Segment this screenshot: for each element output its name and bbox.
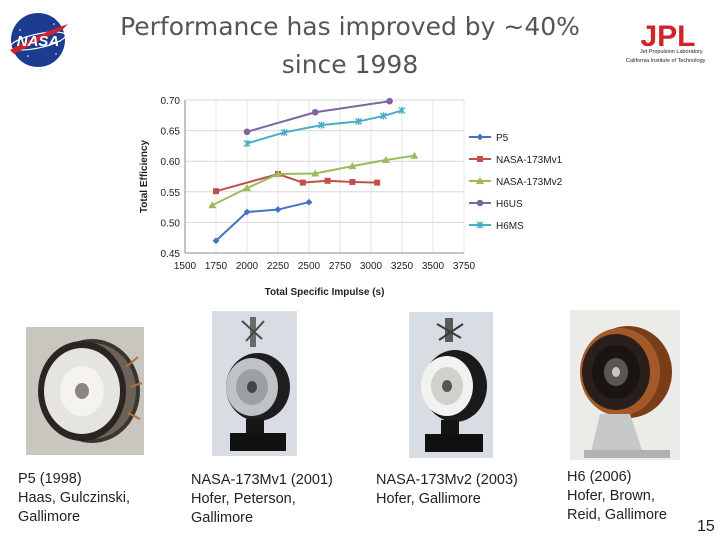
legend-label-0: P5 [496,133,509,144]
caption-mv1-line-1: NASA-173Mv1 (2001) [191,472,333,488]
data-point-4 [398,106,406,114]
data-point-0 [305,198,313,206]
data-point-2 [381,155,390,163]
data-point-1 [349,179,356,186]
nasa-wordmark: NASA [17,33,60,50]
caption-mv1-line-3: Gallimore [191,510,254,526]
x-tick-label: 2250 [267,261,290,272]
legend-label-3: H6US [496,199,523,210]
caption-h6-line-1: H6 (2006) [567,469,632,485]
data-point-2 [410,151,419,159]
caption-h6: H6 (2006) Hofer, Brown, Reid, Gallimore [567,468,667,525]
data-point-4 [355,117,363,125]
caption-p5: P5 (1998) Haas, Gulczinski, Gallimore [18,470,130,527]
caption-mv2-line-1: NASA-173Mv2 (2003) [376,472,518,488]
data-point-3 [243,128,251,136]
caption-p5-line-2: Haas, Gulczinski, [18,490,131,506]
efficiency-chart: 0.45 0.50 0.55 0.60 0.65 0.70 1500 1750 2000 2250… [139,96,563,298]
legend-label-4: H6MS [496,221,524,232]
y-tick-label: 0.70 [161,96,181,107]
caption-nasa-173mv1: NASA-173Mv1 (2001) Hofer, Peterson, Gall… [191,471,333,528]
data-point-0 [243,208,251,216]
x-tick-label: 2500 [298,261,321,272]
data-point-3 [311,108,319,116]
y-tick-label: 0.45 [161,249,181,260]
series-line-1 [215,173,378,193]
legend-marker-0 [476,133,484,141]
legend-marker-2 [476,177,484,184]
caption-nasa-173mv2: NASA-173Mv2 (2003) Hofer, Gallimore [376,471,518,509]
y-tick-label: 0.60 [161,157,181,168]
y-tick-label: 0.50 [161,218,181,229]
y-tick-label: 0.65 [161,127,181,138]
legend-marker-4 [476,221,484,229]
data-point-4 [243,139,251,147]
data-point-1 [374,179,381,186]
x-tick-label: 3750 [453,261,476,272]
legend-marker-3 [476,199,484,207]
nasa-logo: NASA [9,13,68,67]
data-point-4 [379,112,387,120]
jpl-logo: JPL [640,20,695,53]
caption-p5-line-3: Gallimore [18,509,81,525]
caption-mv1-line-2: Hofer, Peterson, [191,491,296,507]
page-number: 15 [697,518,715,535]
data-point-0 [212,237,220,245]
x-axis-label: Total Specific Impulse (s) [265,287,385,298]
data-point-4 [317,121,325,129]
data-point-0 [274,206,282,213]
data-point-1 [324,177,331,184]
jpl-subtitle-2: California Institute of Technology [626,58,706,64]
jpl-subtitle-1: Jet Propulsion Laboratory [640,49,703,55]
slide-title: Performance has improved by ~40% since 1… [110,8,590,84]
caption-p5-line-1: P5 (1998) [18,471,82,487]
data-point-1 [299,179,306,186]
data-point-3 [386,97,393,105]
x-tick-label: 3250 [391,261,414,272]
x-tick-label: 1500 [174,261,197,272]
legend-label-2: NASA-173Mv2 [496,177,563,188]
h6-thruster-photo [570,310,680,460]
legend-marker-1 [477,156,483,162]
x-tick-label: 2750 [329,261,352,272]
data-point-2 [243,184,251,192]
x-tick-label: 2000 [236,261,259,272]
legend-label-1: NASA-173Mv1 [496,155,563,166]
caption-h6-line-3: Reid, Gallimore [567,507,667,523]
x-tick-label: 3000 [360,261,383,272]
series-line-4 [246,109,403,145]
caption-mv2-line-2: Hofer, Gallimore [376,491,481,507]
y-tick-label: 0.55 [161,188,181,199]
data-point-2 [348,162,357,170]
data-point-2 [274,170,282,178]
data-point-1 [213,188,219,195]
title-line-1: Performance has improved by ~40% [120,12,580,41]
data-point-2 [208,201,217,209]
series-line-2 [211,154,415,207]
nasa-173mv1-thruster-photo [212,311,297,456]
data-point-2 [311,169,320,177]
jpl-wordmark: JPL [640,20,695,53]
caption-h6-line-2: Hofer, Brown, [567,488,655,504]
y-axis-label: Total Efficiency [139,139,150,213]
x-tick-label: 1750 [205,261,228,272]
nasa-173mv2-thruster-photo [409,312,493,458]
series-line-0 [215,201,310,242]
x-tick-label: 3500 [422,261,445,272]
p5-thruster-photo [26,327,144,455]
title-line-2: since 1998 [281,50,419,79]
data-point-4 [280,128,288,136]
